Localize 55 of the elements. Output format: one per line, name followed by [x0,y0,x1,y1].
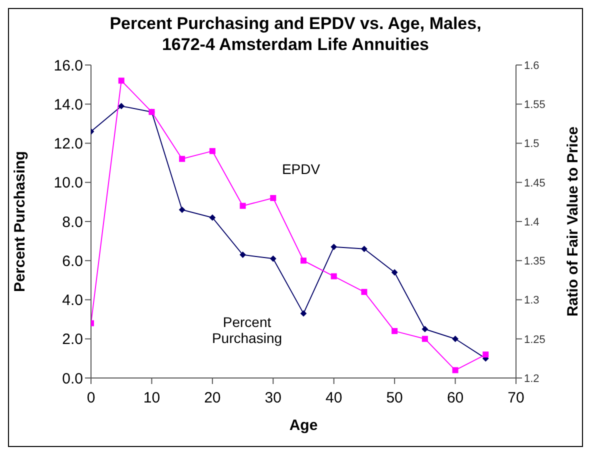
point [178,206,186,213]
x-tick-label: 60 [446,390,464,407]
point [452,367,458,374]
chart-title: Percent Purchasing and EPDV vs. Age, Males, 1672-4 Amsterdam Life Annuities [108,13,482,55]
point [392,328,398,334]
y2-axis-title: Ratio of Fair Value to Price [564,126,582,317]
y2-tick-label: 1.5 [524,138,540,150]
x-axis-title: Age [289,417,318,434]
point [270,195,276,202]
series-label: Percent Purchasing [210,314,284,346]
point [422,326,428,332]
y2-tick-label: 1.45 [524,177,546,190]
x-tick-label: 10 [143,390,160,407]
y2-tick-label: 1.2 [524,372,540,385]
y2-tick-label: 1.55 [524,99,546,112]
x-tick-label: 70 [508,390,524,407]
y-tick-label: 12.0 [54,136,83,153]
point [179,156,186,162]
x-tick-label: 0 [86,390,96,407]
y2-tick-label: 1.3 [524,294,540,307]
y-tick-label: 16.0 [54,57,83,74]
point [300,310,307,317]
x-tick-label: 40 [326,390,342,407]
y2-tick-label: 1.25 [524,334,546,346]
point [452,336,458,342]
y-axis-title: Percent Purchasing [11,151,28,292]
y-tick-label: 6.0 [62,252,83,270]
y-tick-label: 0.0 [62,370,83,388]
point [361,288,368,295]
point [391,269,398,276]
y-tick-label: 8.0 [62,214,83,231]
point [118,102,125,110]
point [240,202,246,209]
x-tick-label: 50 [386,390,403,407]
point [300,258,306,264]
point [118,78,124,84]
point [330,244,338,250]
point [330,273,337,280]
y2-tick-label: 1.6 [524,60,540,72]
point [270,255,276,262]
point [361,246,368,252]
point [422,336,428,342]
y-tick-label: 4.0 [62,292,83,310]
point [240,252,246,258]
y-tick-label: 10.0 [54,174,83,192]
y-tick-label: 2.0 [62,331,83,348]
point [209,214,216,221]
point [482,352,489,358]
x-tick-label: 30 [264,390,282,407]
point [209,148,216,154]
series-label: EPDV [280,161,322,177]
y2-tick-label: 1.4 [524,216,540,228]
x-tick-label: 20 [204,390,221,407]
y-tick-label: 14.0 [54,96,83,114]
y2-tick-label: 1.35 [524,256,546,268]
